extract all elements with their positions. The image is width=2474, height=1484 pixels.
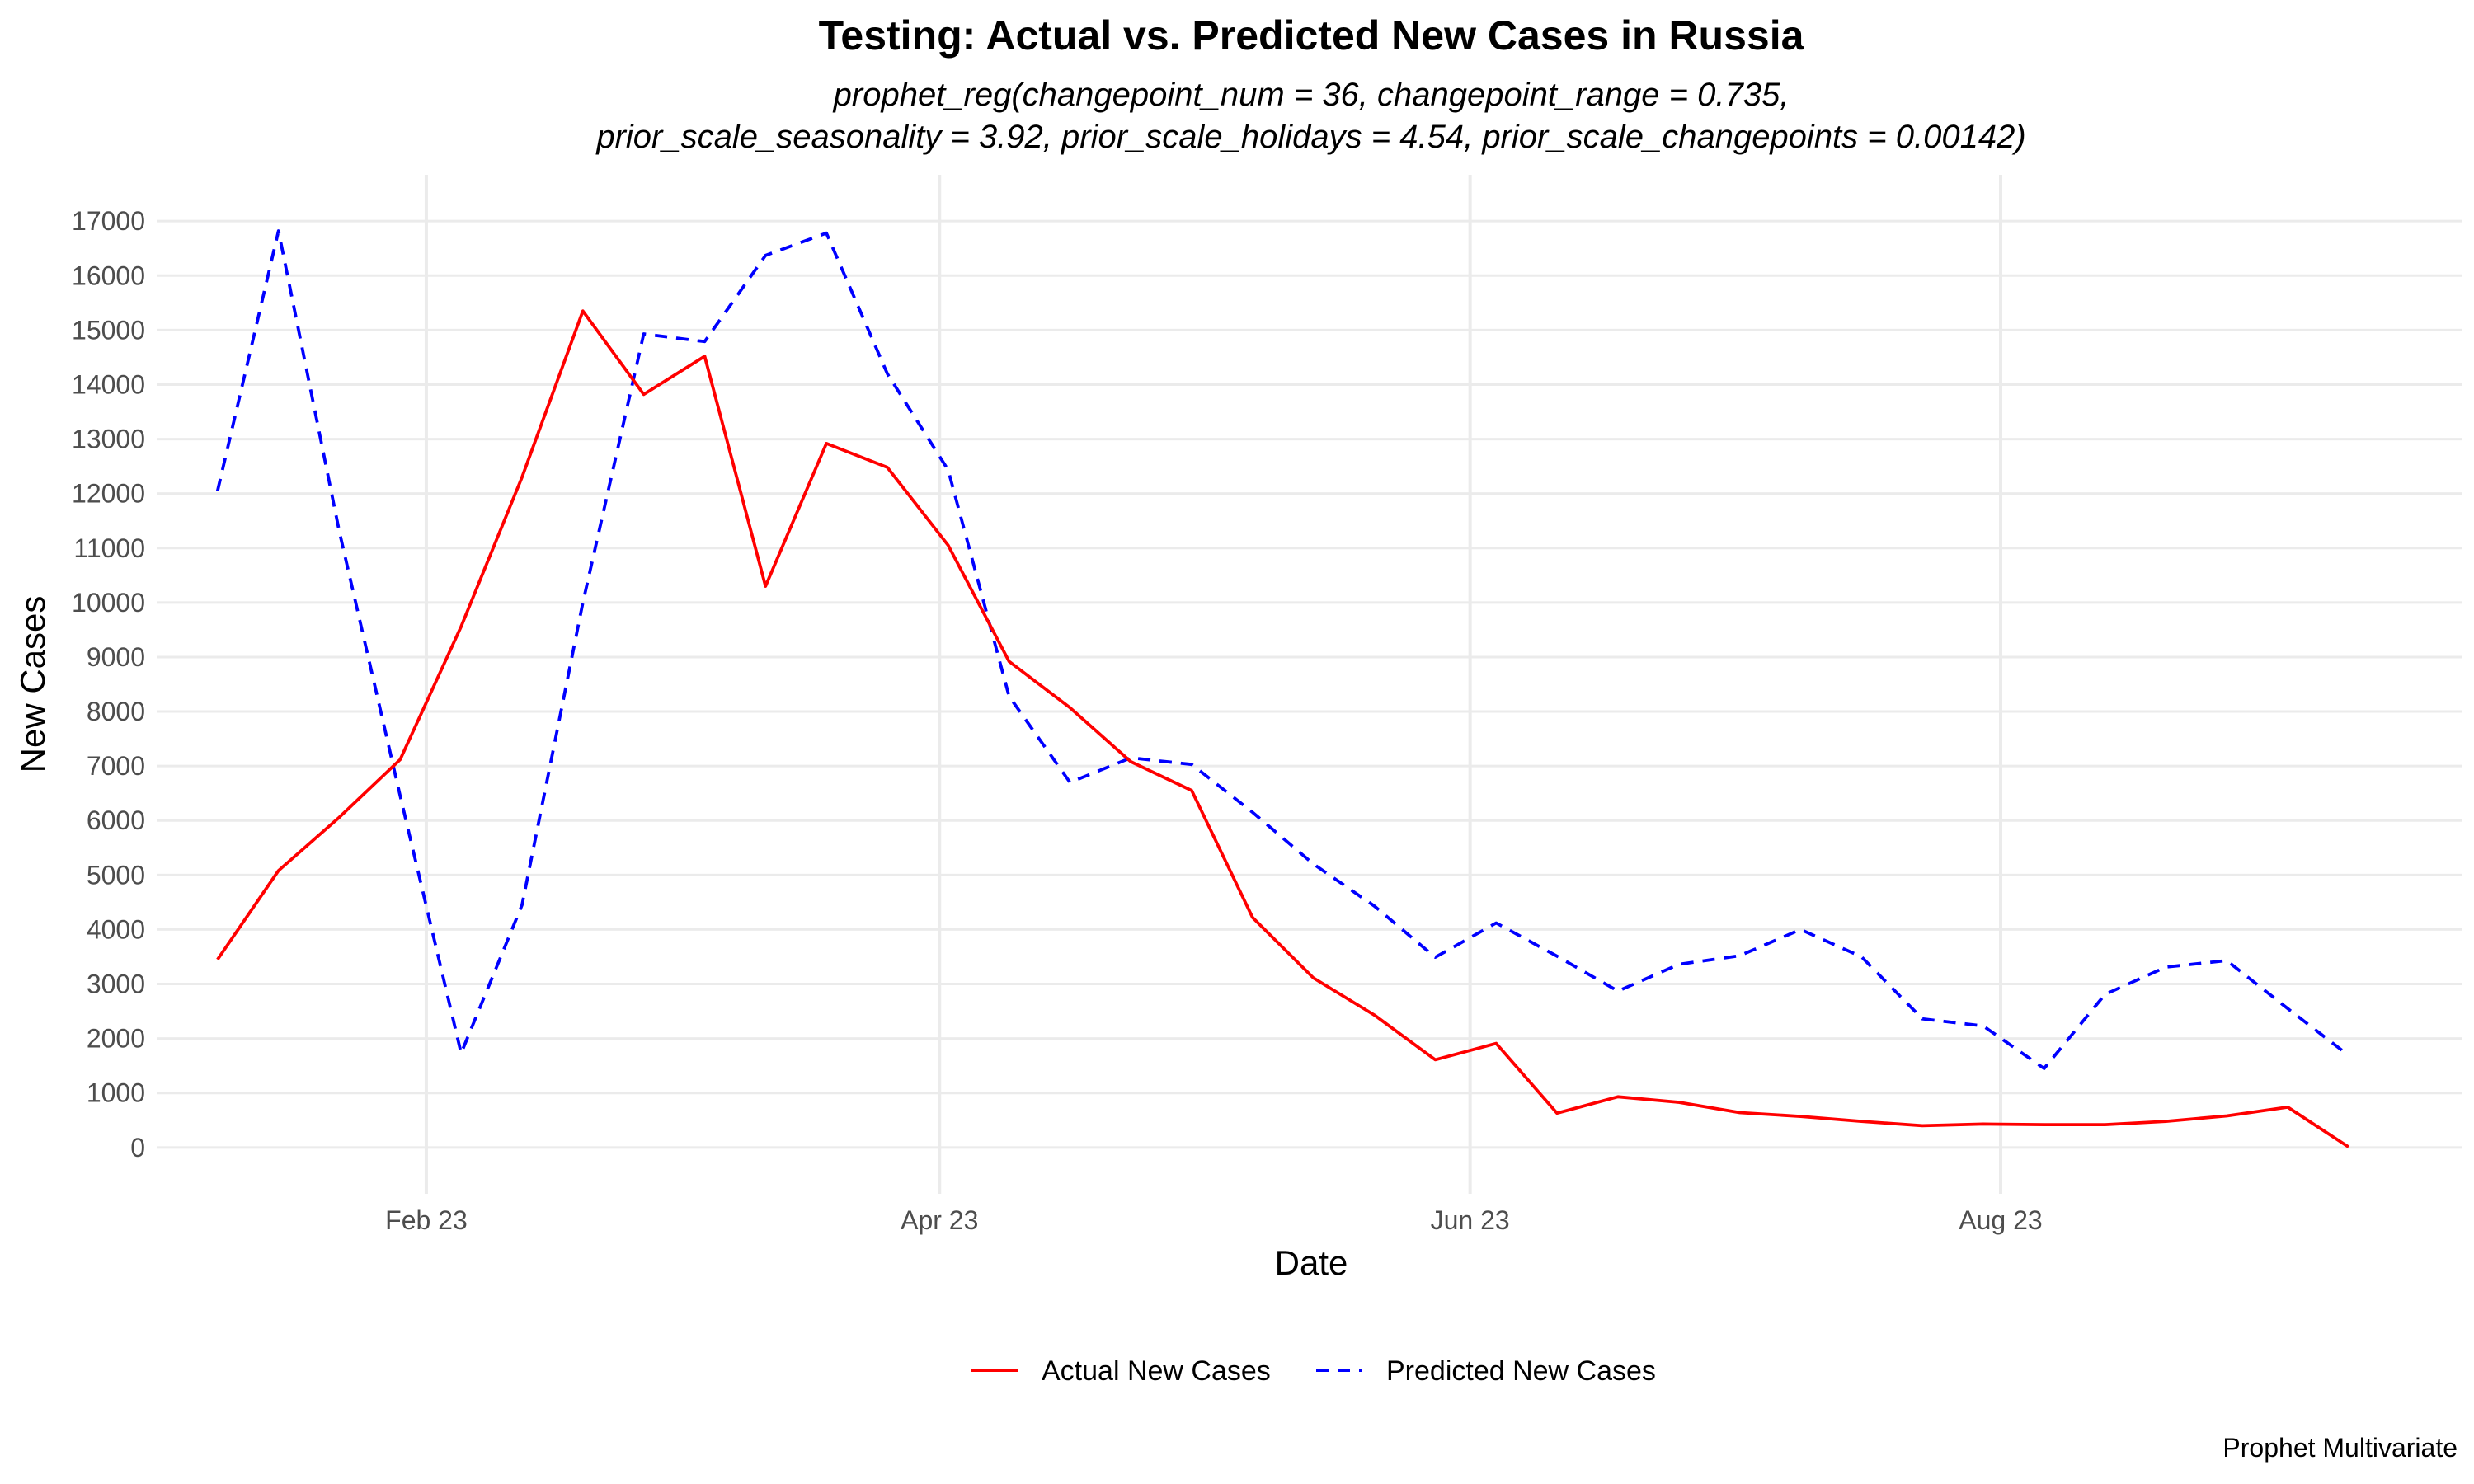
legend-label-predicted: Predicted New Cases	[1386, 1355, 1656, 1387]
chart-subtitle-line-2: prior_scale_seasonality = 3.92, prior_sc…	[595, 119, 2025, 155]
series-line-predicted	[215, 229, 2350, 1070]
series-line-actual	[216, 309, 2349, 1148]
y-tick-label: 15000	[72, 315, 145, 345]
y-tick-label: 12000	[72, 479, 145, 509]
chart-caption: Prophet Multivariate	[2222, 1433, 2458, 1463]
series-lines	[215, 229, 2350, 1148]
y-tick-label: 1000	[87, 1078, 145, 1108]
y-tick-label: 0	[130, 1133, 145, 1162]
x-tick-label: Apr 23	[901, 1205, 978, 1235]
y-tick-label: 14000	[72, 369, 145, 399]
y-tick-label: 6000	[87, 805, 145, 835]
chart-subtitle-line-1: prophet_reg(changepoint_num = 36, change…	[833, 77, 1790, 113]
y-tick-label: 13000	[72, 425, 145, 454]
y-tick-label: 17000	[72, 206, 145, 236]
x-tick-label: Jun 23	[1431, 1205, 1510, 1235]
y-tick-label: 16000	[72, 261, 145, 290]
x-tick-label: Feb 23	[385, 1205, 468, 1235]
y-gridlines	[157, 219, 2462, 1149]
legend-label-actual: Actual New Cases	[1042, 1355, 1271, 1387]
y-tick-labels: 0 1000 2000 3000 4000 5000 6000 7000 8000 9000 100…	[72, 206, 145, 1162]
y-tick-label: 11000	[73, 533, 145, 563]
y-tick-label: 4000	[87, 914, 145, 944]
y-tick-label: 3000	[87, 970, 145, 999]
legend: Actual New Cases Predicted New Cases	[971, 1355, 1656, 1387]
x-gridlines	[424, 175, 2002, 1194]
x-tick-label: Aug 23	[1959, 1205, 2042, 1235]
y-axis-title: New Cases	[13, 596, 52, 773]
y-tick-label: 7000	[87, 751, 145, 781]
y-tick-label: 8000	[87, 697, 145, 726]
y-tick-label: 10000	[72, 588, 145, 618]
x-axis-title: Date	[1275, 1243, 1348, 1282]
y-tick-label: 2000	[87, 1024, 145, 1054]
x-tick-labels: Feb 23 Apr 23 Jun 23 Aug 23	[385, 1205, 2043, 1235]
chart-title: Testing: Actual vs. Predicted New Cases …	[819, 12, 1805, 59]
y-tick-label: 5000	[87, 860, 145, 890]
y-tick-label: 9000	[87, 642, 145, 672]
